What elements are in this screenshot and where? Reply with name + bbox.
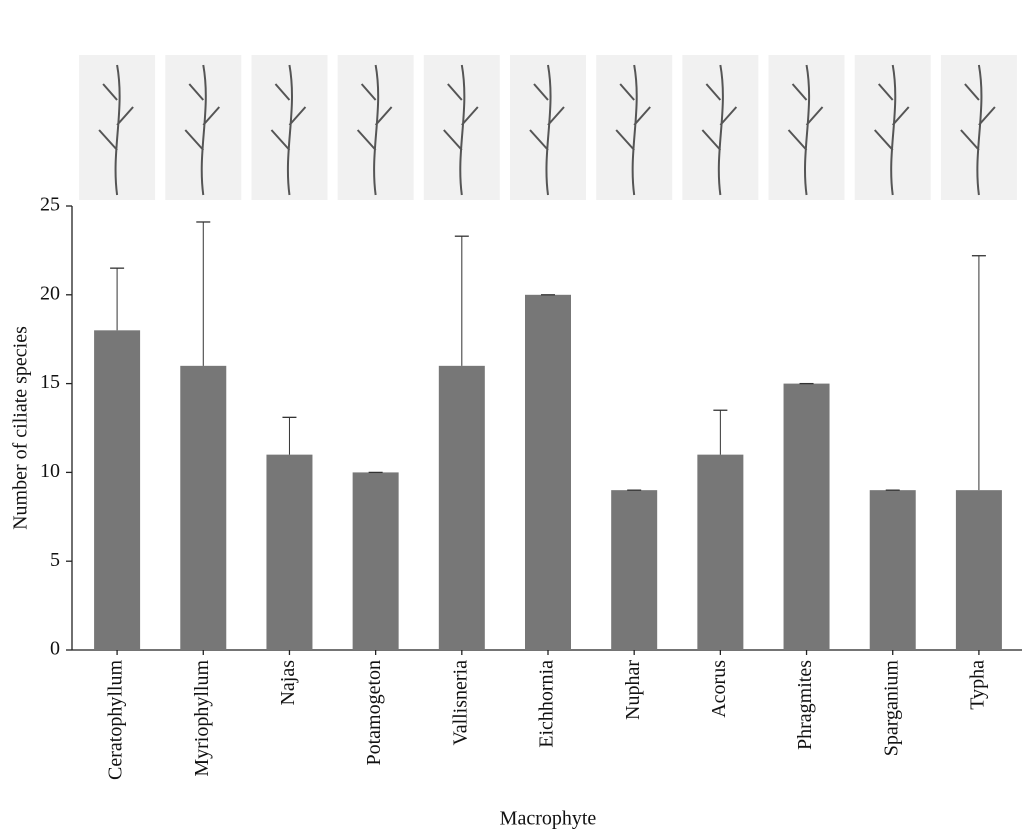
bar (94, 330, 141, 650)
bar (783, 383, 830, 650)
plant-stem (701, 64, 738, 196)
bar (955, 490, 1002, 650)
y-tick-label: 10 (40, 460, 60, 482)
x-axis-title: Macrophyte (500, 808, 597, 830)
x-tick-label: Typha (967, 660, 989, 710)
x-tick-label: Potamogeton (363, 660, 385, 766)
x-tick-label: Najas (277, 660, 299, 706)
x-tick-label: Sparganium (880, 660, 902, 757)
plant-stem (960, 64, 996, 196)
plant-stem (356, 64, 393, 196)
x-tick-label: Vallisneria (449, 660, 471, 746)
bar (611, 490, 658, 650)
y-tick-label: 15 (40, 371, 60, 393)
x-tick-label: Acorus (708, 660, 730, 718)
y-axis-title: Number of ciliate species (10, 326, 32, 530)
plant-stem (443, 64, 479, 196)
bar (180, 365, 227, 650)
plant-stem (873, 64, 910, 196)
x-tick-label: Ceratophyllum (105, 660, 127, 780)
x-tick-label: Phragmites (794, 660, 816, 750)
plant-stem (270, 64, 307, 196)
y-tick-label: 5 (50, 549, 60, 571)
x-tick-label: Eichhornia (536, 660, 558, 748)
plant-stem (615, 64, 651, 196)
bar (438, 365, 485, 650)
bar (869, 490, 916, 650)
plant-stem (529, 64, 565, 196)
y-tick-label: 25 (40, 194, 60, 216)
plant-stem (98, 64, 134, 196)
plant-stem (787, 64, 824, 196)
y-tick-label: 20 (40, 282, 60, 304)
x-tick-label: Nuphar (622, 660, 644, 720)
x-tick-label: Myriophyllum (191, 660, 213, 777)
bar (266, 454, 313, 650)
y-tick-label: 0 (50, 638, 60, 660)
bar (525, 294, 571, 650)
bar (697, 454, 744, 650)
bar (352, 472, 399, 650)
plant-stem (184, 64, 221, 196)
